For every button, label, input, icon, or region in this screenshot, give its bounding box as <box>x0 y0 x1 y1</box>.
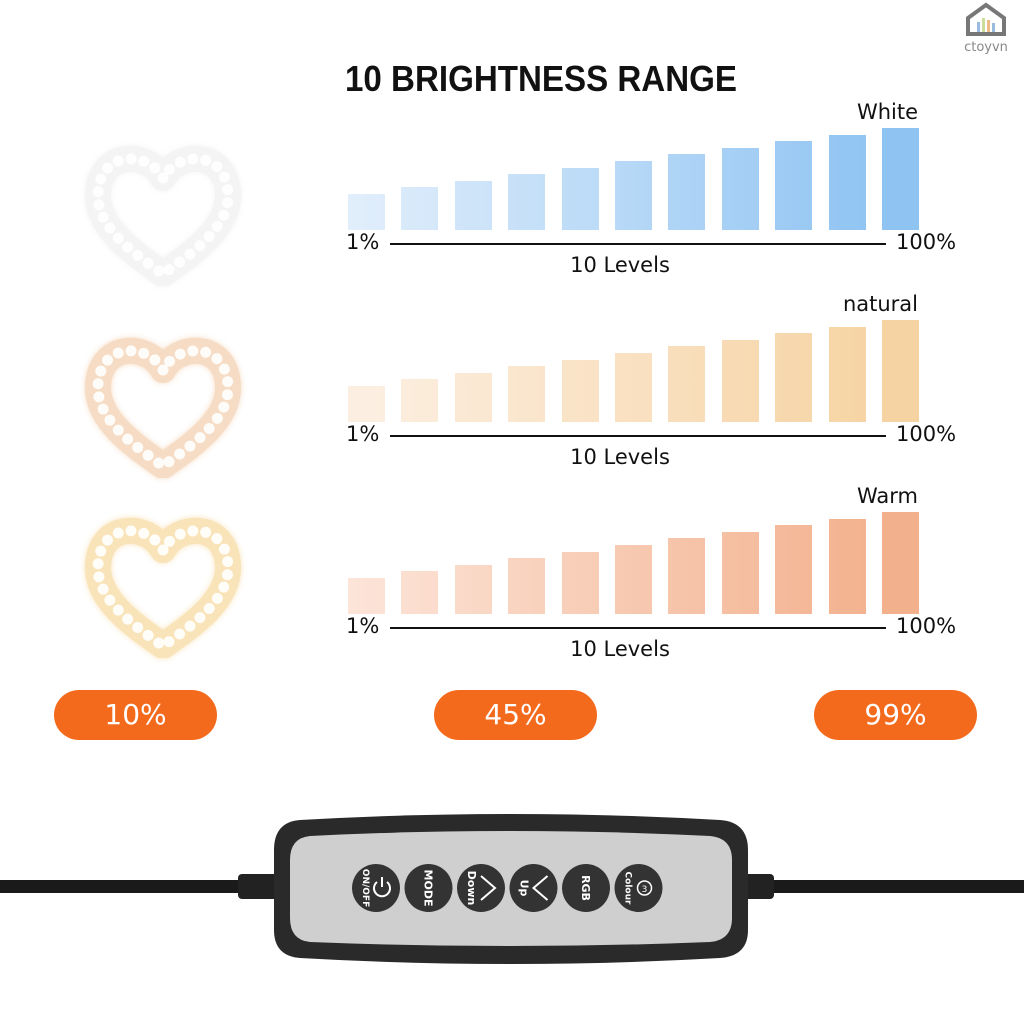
remote-button-label: ON/OFF <box>360 869 370 907</box>
heart-light-natural-icon <box>85 337 241 478</box>
max-label: 100% <box>896 230 957 254</box>
svg-text:3: 3 <box>642 885 648 895</box>
level-bar <box>775 333 813 422</box>
level-bar <box>668 154 706 230</box>
level-bar <box>401 571 439 614</box>
brightness-badge-high: 99% <box>814 690 977 740</box>
level-bar <box>721 147 759 230</box>
level-bar <box>454 564 492 614</box>
levels-label: 10 Levels <box>570 445 670 469</box>
min-label: 1% <box>346 422 380 446</box>
level-bar <box>508 174 546 230</box>
level-bar <box>882 128 919 230</box>
levels-label: 10 Levels <box>570 637 670 661</box>
level-bar <box>668 346 706 422</box>
brightness-badge-low: 10% <box>54 690 217 740</box>
level-bar <box>348 194 385 230</box>
remote-button-label: Up <box>518 880 531 897</box>
chevron-down-icon <box>480 875 497 901</box>
level-bar <box>828 134 866 230</box>
level-bar <box>828 326 866 422</box>
level-bar <box>401 187 439 230</box>
page-title: 10 BRIGHTNESS RANGE <box>345 58 737 99</box>
remote-button-label: MODE <box>422 870 435 907</box>
brightness-row-warm: Warm 1% 100% 10 Levels <box>340 484 960 674</box>
number-3-icon: 3 <box>636 880 653 896</box>
chevron-up-icon <box>531 875 549 901</box>
heart-light-white-icon <box>85 145 241 286</box>
level-bar <box>882 320 919 422</box>
range-line <box>390 627 886 629</box>
power-icon <box>373 877 391 898</box>
max-label: 100% <box>896 422 957 446</box>
bars <box>348 120 920 230</box>
level-bar <box>401 379 439 422</box>
remote-control: ON/OFF MODE Down Up RGB Colour 3 <box>0 814 1024 964</box>
brightness-row-natural: natural 1% 100% 10 Levels <box>340 292 960 482</box>
level-bar <box>615 353 652 422</box>
logo-text: ctoyvn <box>964 40 1008 55</box>
min-label: 1% <box>346 614 380 638</box>
series-label: natural <box>842 292 918 316</box>
house-logo-icon <box>966 2 1006 36</box>
level-bar <box>882 512 919 614</box>
brightness-badge-mid: 45% <box>434 690 597 740</box>
level-bar <box>561 167 599 230</box>
level-bar <box>348 578 385 614</box>
remote-button-down[interactable]: Down <box>457 864 505 912</box>
level-bar <box>721 339 759 422</box>
cable-left <box>0 880 290 893</box>
level-bar <box>615 161 652 230</box>
remote-button-mode[interactable]: MODE <box>404 864 453 912</box>
level-bar <box>775 525 813 614</box>
remote-button-label: Colour <box>623 872 633 905</box>
remote-button-up[interactable]: Up <box>509 864 558 912</box>
level-bar <box>348 386 385 422</box>
remote-button-rgb[interactable]: RGB <box>562 864 610 912</box>
level-bar <box>668 538 706 614</box>
brand-logo: ctoyvn <box>952 2 1020 55</box>
min-label: 1% <box>346 230 380 254</box>
level-bar <box>561 551 599 614</box>
heart-light-warm-icon <box>85 517 241 658</box>
level-bar <box>775 141 813 230</box>
level-bar <box>454 372 492 422</box>
brightness-row-white: White 1% 100% 10 Levels <box>340 100 960 290</box>
level-bar <box>721 531 759 614</box>
levels-label: 10 Levels <box>570 253 670 277</box>
level-bar <box>828 518 866 614</box>
level-bar <box>615 545 652 614</box>
level-bar <box>561 359 599 422</box>
max-label: 100% <box>896 614 957 638</box>
series-label: White <box>856 100 918 124</box>
level-bar <box>454 180 492 230</box>
remote-button-label: RGB <box>579 875 592 901</box>
cable-right <box>730 880 1024 893</box>
bars <box>348 312 920 422</box>
bars <box>348 504 920 614</box>
series-label: Warm <box>856 484 918 508</box>
remote-button-colour[interactable]: Colour 3 <box>614 864 663 912</box>
range-line <box>390 435 886 437</box>
range-line <box>390 243 886 245</box>
level-bar <box>508 558 546 614</box>
remote-button-label: Down <box>465 871 478 906</box>
remote-button-on-off[interactable]: ON/OFF <box>352 864 400 912</box>
level-bar <box>508 366 546 422</box>
